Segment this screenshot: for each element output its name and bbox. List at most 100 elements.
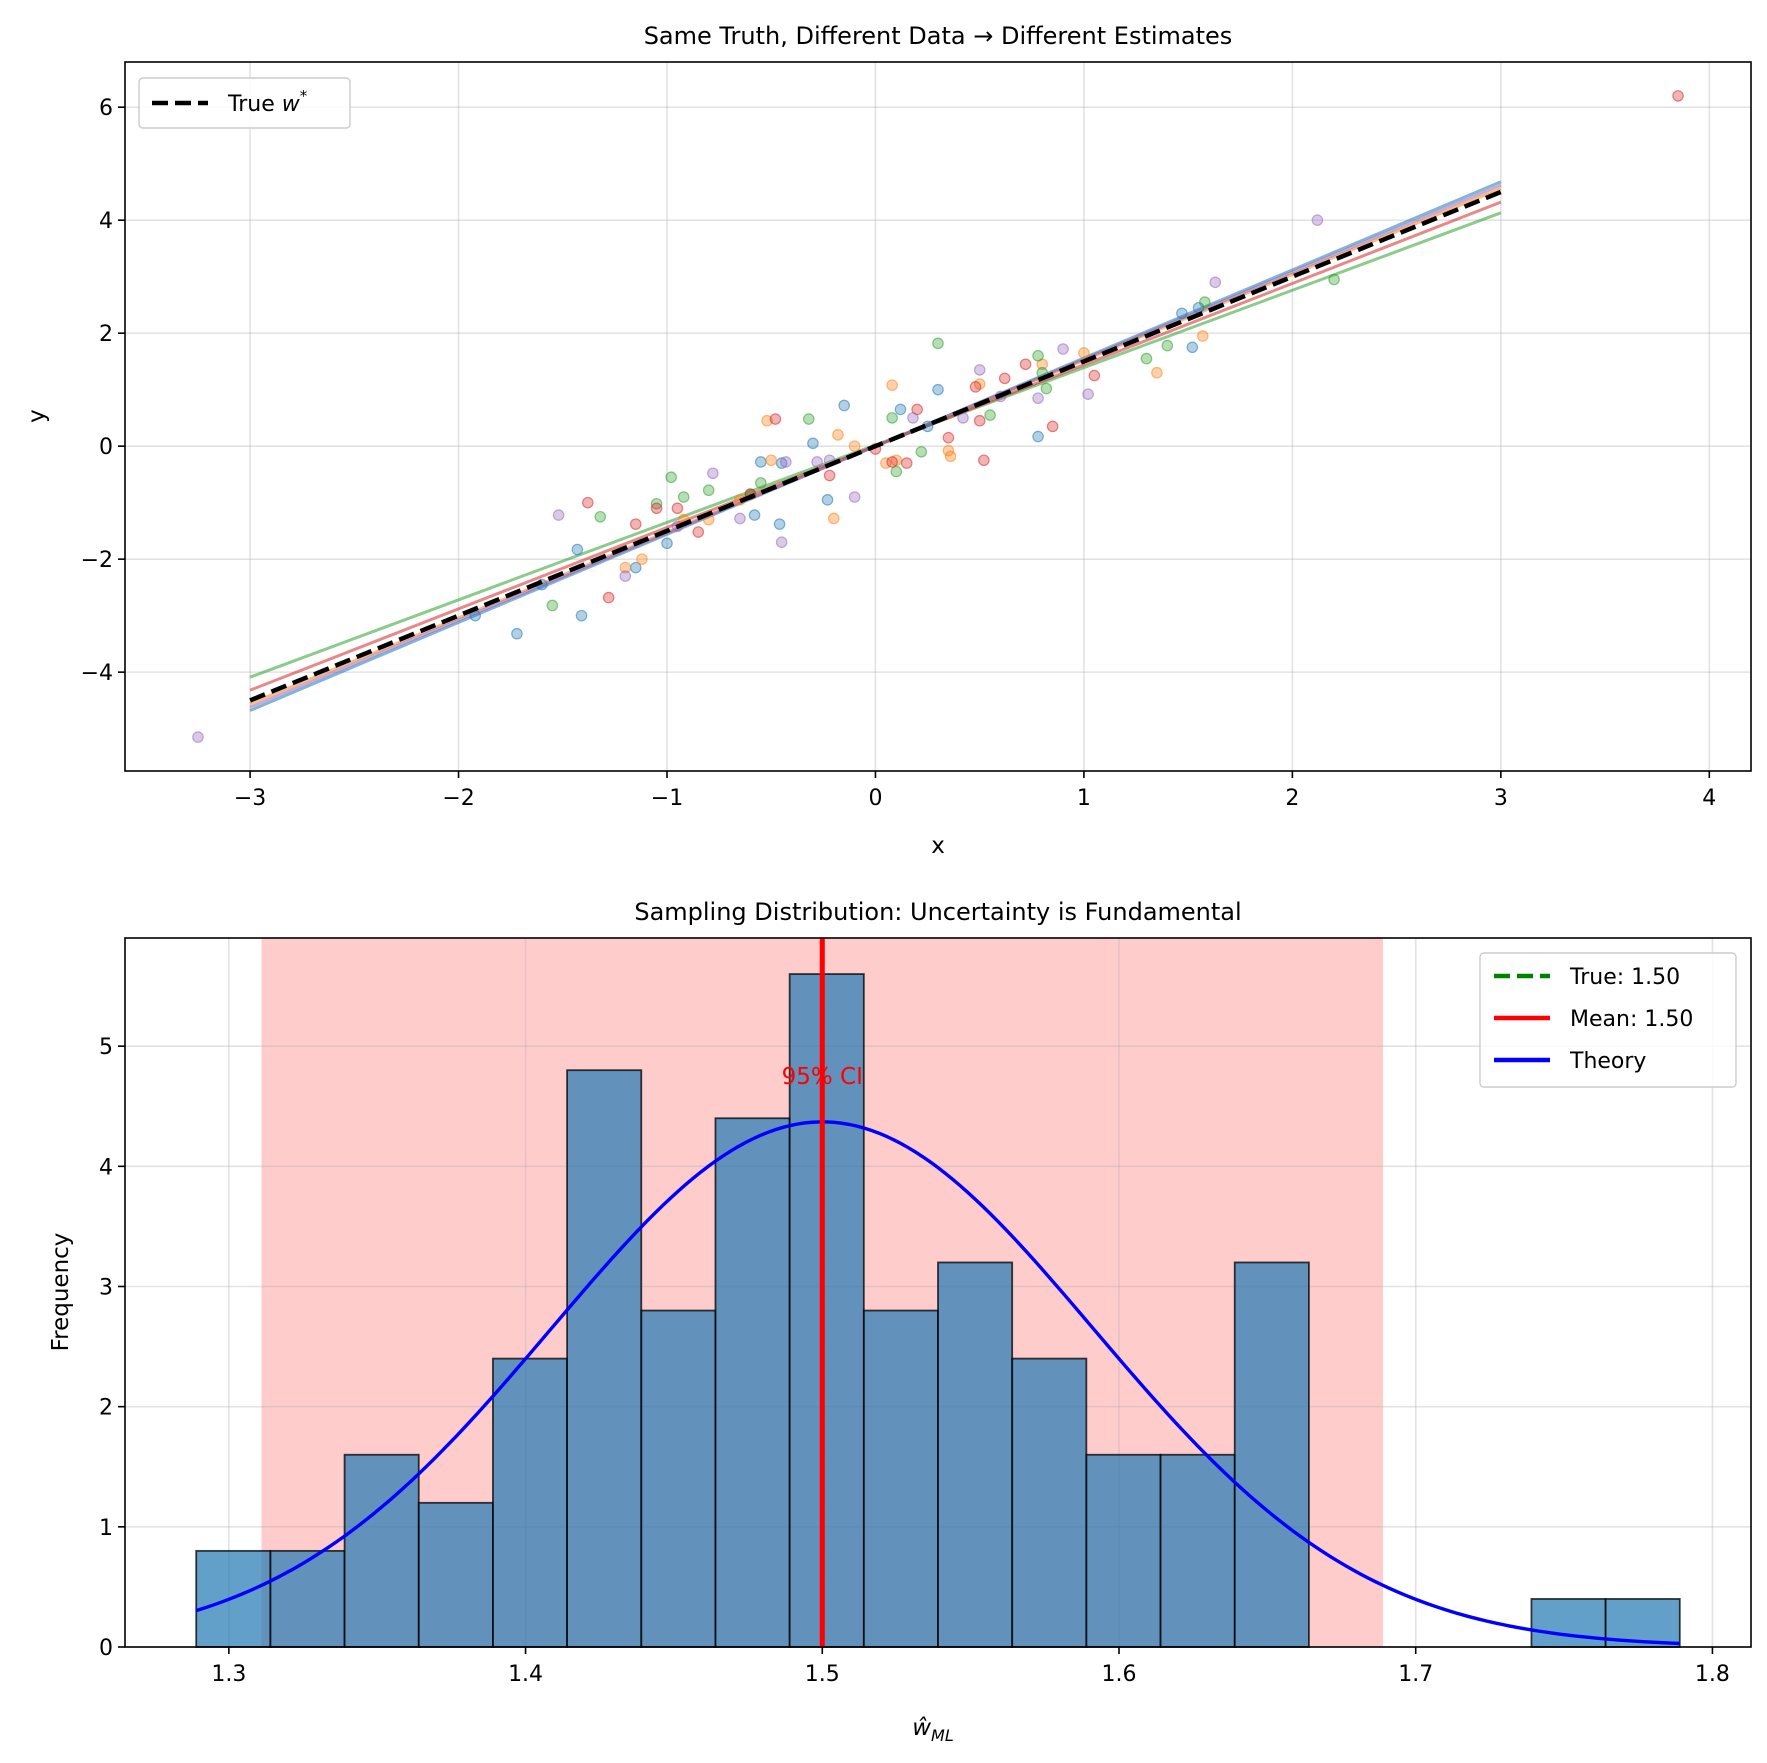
data-point — [765, 454, 778, 467]
scatter-x-tick-label: −2 — [442, 786, 474, 811]
data-point — [755, 477, 767, 489]
data-point — [575, 609, 588, 622]
data-point — [823, 469, 836, 482]
data-point — [707, 467, 719, 480]
data-point — [571, 543, 584, 556]
histogram-y-tick-label: 5 — [99, 1035, 113, 1060]
scatter-y-tick-label: 4 — [99, 209, 113, 234]
scatter-x-tick-label: 4 — [1702, 786, 1716, 811]
histogram-bar — [417, 1501, 494, 1648]
data-point — [761, 414, 773, 427]
histogram-y-label: Frequency — [48, 1233, 74, 1352]
histogram-y-tick-label: 2 — [99, 1396, 113, 1421]
histogram-legend-box — [1479, 952, 1737, 1088]
histogram-y-tick-label: 1 — [99, 1516, 113, 1541]
data-point — [886, 456, 898, 468]
histogram-bar — [1085, 1453, 1162, 1648]
data-point — [775, 536, 788, 548]
histogram-bar — [492, 1357, 569, 1648]
histogram-x-ticks: 1.3 1.4 1.5 1.6 1.7 1.8 — [211, 1647, 1730, 1687]
data-point — [552, 509, 565, 521]
scatter-x-tick-label: 1 — [1077, 786, 1091, 811]
histogram-bar — [1233, 1261, 1310, 1648]
histogram-chart: 95% CI 1.3 1.4 1.5 1.6 1.7 1.8 0 1 2 3 4 5 Samplin… — [48, 898, 1752, 1745]
data-point — [811, 456, 823, 468]
data-point — [807, 437, 819, 450]
data-point — [1082, 388, 1094, 400]
theory-curve — [195, 1120, 1680, 1646]
data-point — [619, 570, 632, 582]
scatter-chart: −3 −2 −1 0 1 2 3 4 −4 −2 0 2 4 6 Same Truth, Differe… — [24, 22, 1752, 859]
data-point — [650, 497, 663, 510]
data-point — [998, 372, 1011, 385]
data-point — [650, 502, 663, 515]
true-w-line — [249, 189, 1502, 703]
data-point — [1199, 296, 1211, 308]
scatter-y-tick-label: 2 — [99, 322, 113, 347]
data-point — [661, 537, 673, 550]
scatter-legend-box — [138, 77, 351, 129]
histogram-bar — [714, 1117, 791, 1648]
legend-true-w-label: True w* — [227, 87, 308, 117]
data-point — [1176, 307, 1188, 320]
data-point — [665, 471, 677, 484]
histogram-bar — [862, 1309, 939, 1648]
histogram-y-tick-label: 4 — [99, 1155, 113, 1180]
scatter-x-tick-label: −1 — [651, 786, 683, 811]
legend-mean-label: Mean: 1.50 — [1570, 1007, 1693, 1032]
data-point — [1672, 90, 1684, 102]
data-point — [1186, 341, 1199, 354]
data-point — [1161, 339, 1174, 352]
histogram-x-tick-label: 1.5 — [805, 1662, 840, 1687]
data-point — [969, 381, 982, 393]
data-point — [1088, 369, 1101, 382]
data-point — [848, 491, 861, 503]
data-point — [1046, 420, 1059, 433]
data-point — [1209, 276, 1222, 289]
scatter-legend: True w* — [138, 77, 351, 129]
scatter-x-tick-label: −3 — [234, 786, 266, 811]
data-point — [973, 364, 986, 376]
histogram-legend: True: 1.50 Mean: 1.50 Theory — [1479, 952, 1737, 1088]
ci-label: 95% CI — [782, 1064, 863, 1090]
data-point — [511, 627, 523, 640]
data-point — [192, 731, 204, 743]
data-point — [832, 429, 844, 441]
scatter-points — [192, 90, 1684, 743]
scatter-x-ticks: −3 −2 −1 0 1 2 3 4 — [234, 771, 1716, 811]
histogram-bar — [269, 1549, 346, 1648]
data-point — [748, 509, 761, 521]
legend-true-label: True: 1.50 — [1569, 965, 1680, 990]
data-point — [619, 561, 632, 574]
data-point — [581, 496, 594, 509]
histogram-plot-frame — [124, 937, 1752, 1648]
data-point — [1311, 214, 1324, 226]
data-point — [907, 412, 919, 424]
scatter-x-tick-label: 2 — [1285, 786, 1299, 811]
data-point — [890, 465, 903, 478]
scatter-y-ticks: −4 −2 0 2 4 6 — [81, 96, 125, 686]
data-point — [1040, 382, 1053, 395]
histogram-x-tick-label: 1.6 — [1101, 1662, 1136, 1687]
histogram-x-label: ŵML — [912, 1715, 954, 1745]
data-point — [734, 512, 746, 525]
scatter-y-tick-label: 6 — [99, 96, 113, 121]
data-point — [1032, 430, 1044, 443]
histogram-x-tick-label: 1.7 — [1398, 1662, 1433, 1687]
scatter-x-label: x — [931, 833, 945, 859]
scatter-title: Same Truth, Different Data → Different E… — [644, 22, 1233, 50]
histogram-bar — [1159, 1453, 1236, 1648]
data-point — [702, 484, 715, 497]
histogram-bar — [640, 1309, 717, 1648]
data-point — [769, 413, 782, 425]
data-point — [932, 337, 944, 350]
scatter-y-tick-label: −2 — [81, 548, 113, 573]
data-point — [1328, 273, 1340, 286]
histogram-bar — [788, 973, 865, 1648]
data-point — [677, 491, 690, 503]
scatter-plot-frame — [124, 61, 1752, 772]
data-point — [886, 379, 898, 391]
scatter-x-tick-label: 3 — [1494, 786, 1508, 811]
data-point — [942, 431, 955, 444]
